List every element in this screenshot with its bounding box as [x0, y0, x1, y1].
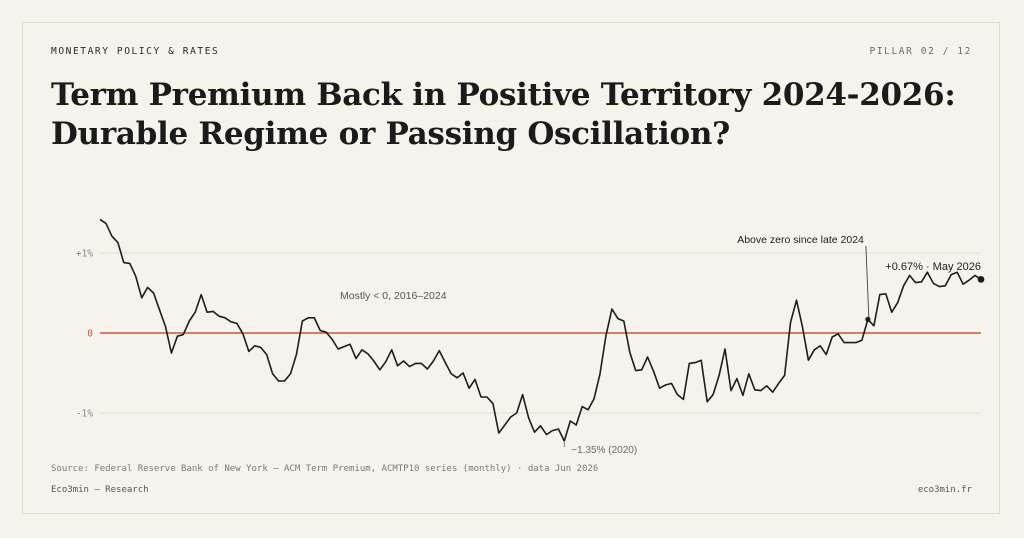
series-line: [99, 218, 982, 442]
section-kicker: MONETARY POLICY & RATES: [51, 46, 220, 57]
site-url: eco3min.fr: [917, 485, 972, 495]
pillar-indicator: PILLAR 02 / 12: [869, 46, 972, 57]
y-tick-label: -1%: [76, 409, 93, 420]
latest-value-annotation: +0.67% · May 2026: [885, 261, 981, 273]
chart-title: Term Premium Back in Positive Territory …: [51, 77, 956, 152]
chart-card: [22, 22, 1000, 514]
series-group: [99, 218, 982, 442]
y-tick-label: +1%: [76, 249, 93, 260]
zero-cross-dot: [865, 316, 871, 322]
zero-cross-leader: [865, 245, 870, 320]
brand-credit: Eco3min — Research: [51, 485, 149, 495]
y-tick-labels: +1% 0 -1%: [76, 249, 93, 420]
trough-annotation: −1.35% (2020): [571, 445, 637, 456]
y-tick-label: 0: [87, 329, 93, 340]
zero-cross-annotation: Above zero since late 2024: [737, 234, 864, 246]
annotations-group: Mostly < 0, 2016–2024 −1.35% (2020) Abov…: [340, 234, 985, 456]
grid-lines: [100, 252, 981, 414]
latest-value-dot: [977, 276, 985, 283]
regime-annotation: Mostly < 0, 2016–2024: [340, 290, 447, 302]
source-note: Source: Federal Reserve Bank of New York…: [51, 464, 599, 474]
